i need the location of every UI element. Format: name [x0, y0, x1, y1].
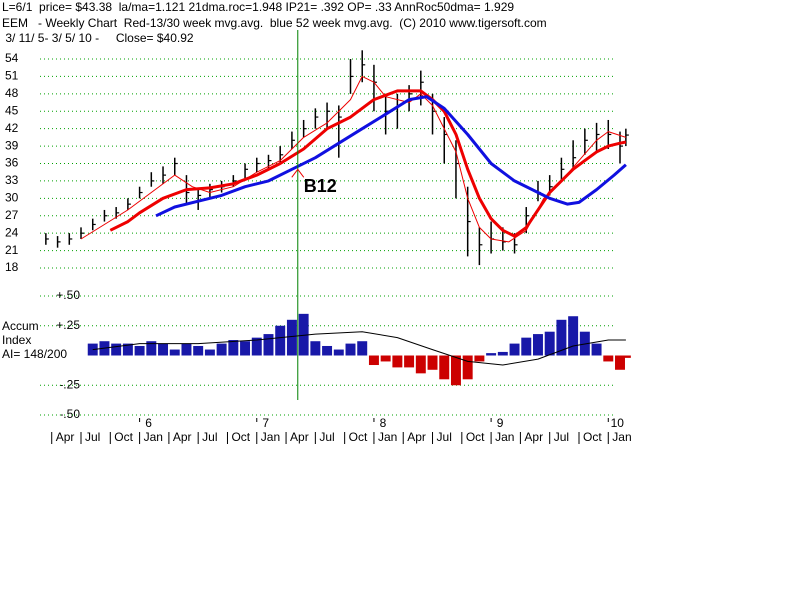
y-tick-label: +.25 [56, 318, 80, 332]
line [155, 95, 627, 218]
x-tick-label: Apr [524, 430, 543, 444]
accum-bar [544, 331, 555, 356]
accum-bar [521, 337, 532, 356]
x-tick-label: Jul [202, 430, 217, 444]
accum-bar [497, 351, 508, 356]
y-tick-label: 21 [5, 243, 19, 257]
x-tick-label: Jan [378, 430, 397, 444]
panel-label: AI= 148/200 [2, 347, 67, 361]
x-tick-label: Apr [56, 430, 75, 444]
x-tick-label: Jul [85, 430, 100, 444]
accum-bar [263, 334, 274, 356]
accum-bar [275, 325, 286, 356]
accum-bar [228, 340, 239, 356]
x-tick-label: Apr [173, 430, 192, 444]
accum-bar [146, 341, 157, 356]
year-label: 10 [611, 416, 625, 430]
signal-arrow [291, 168, 305, 178]
y-tick-label: -.50 [59, 407, 80, 421]
panel-label: Accum [2, 319, 39, 333]
accum-bar [158, 343, 169, 356]
signal-label: B12 [304, 176, 337, 196]
accum-bar [620, 355, 631, 358]
x-tick-label: Oct [583, 430, 602, 444]
x-tick-label: Apr [290, 430, 309, 444]
accum-bar [568, 316, 579, 356]
accum-bar [450, 355, 461, 386]
accum-bar [357, 341, 368, 356]
y-tick-label: 54 [5, 51, 19, 65]
accum-bar [193, 345, 204, 356]
x-tick-label: Jan [144, 430, 163, 444]
y-tick-label: 42 [5, 121, 19, 135]
x-tick-label: Oct [231, 430, 250, 444]
y-tick-label: 45 [5, 103, 19, 117]
x-tick-label: Jul [554, 430, 569, 444]
y-tick-label: 18 [5, 260, 19, 274]
x-tick-label: Jan [495, 430, 514, 444]
accum-bar [310, 341, 321, 356]
accum-bar [462, 355, 473, 380]
accum-bar [380, 355, 391, 362]
x-tick-label: Oct [114, 430, 133, 444]
accum-bar [474, 355, 485, 362]
x-tick-label: Oct [466, 430, 485, 444]
y-tick-label: 30 [5, 191, 19, 205]
y-tick-label: 33 [5, 173, 19, 187]
y-tick-label: 51 [5, 69, 19, 83]
accum-bar [392, 355, 403, 368]
accum-bar [111, 343, 122, 356]
accum-bar [345, 343, 356, 356]
accum-bar [603, 355, 614, 362]
accum-bar [134, 345, 145, 356]
accum-bar [439, 355, 450, 380]
header-line: 3/ 11/ 5- 3/ 5/ 10 - Close= $40.92 [2, 31, 194, 45]
x-tick-label: Apr [407, 430, 426, 444]
y-tick-label: 36 [5, 156, 19, 170]
accum-bar [615, 355, 625, 370]
year-label: 6 [145, 416, 152, 430]
year-label: 8 [380, 416, 387, 430]
header-line: L=6/1 price= $43.38 la/ma=1.121 21dma.ro… [2, 0, 514, 14]
x-tick-label: Oct [349, 430, 368, 444]
accum-bar [533, 334, 543, 356]
accum-bar [509, 343, 520, 356]
y-tick-label: 24 [5, 225, 19, 239]
y-tick-label: 48 [5, 86, 19, 100]
year-label: 7 [262, 416, 269, 430]
accum-bar [181, 343, 192, 356]
accum-bar [122, 343, 133, 356]
accum-bar [169, 349, 180, 356]
x-tick-label: Jul [437, 430, 452, 444]
line [92, 331, 626, 366]
accum-bar [486, 353, 497, 356]
year-label: 9 [497, 416, 504, 430]
accum-bar [240, 341, 251, 356]
y-tick-label: 39 [5, 138, 19, 152]
x-tick-label: Jul [319, 430, 334, 444]
accum-bar [556, 319, 567, 356]
accum-bar [204, 349, 215, 356]
accum-bar [322, 345, 333, 356]
panel-label: Index [2, 333, 31, 347]
accum-bar [415, 355, 426, 374]
accum-bar [216, 343, 227, 356]
accum-bar [333, 349, 344, 356]
accum-bar [427, 355, 438, 370]
accum-bar [591, 343, 602, 356]
x-tick-label: Jan [612, 430, 631, 444]
header-line: EEM - Weekly Chart Red-13/30 week mvg.av… [2, 16, 547, 30]
y-tick-label: -.25 [59, 377, 80, 391]
accum-bar [298, 313, 309, 356]
accum-bar [404, 355, 415, 368]
line [109, 89, 627, 238]
x-tick-label: Jan [261, 430, 280, 444]
accum-bar [368, 355, 379, 366]
accum-bar [251, 337, 262, 356]
y-tick-label: 27 [5, 208, 19, 222]
accum-bar [286, 319, 297, 356]
y-tick-label: +.50 [56, 288, 80, 302]
